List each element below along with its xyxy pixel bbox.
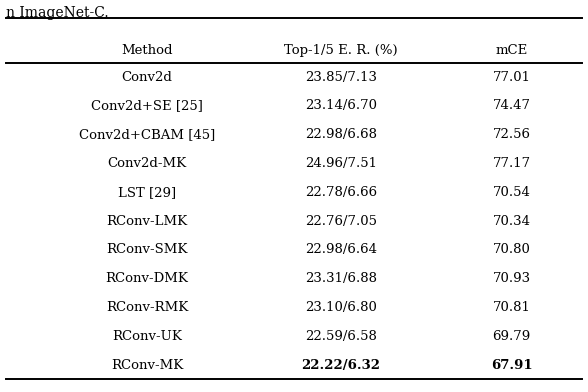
Text: Conv2d: Conv2d (122, 71, 172, 83)
Text: 22.76/7.05: 22.76/7.05 (305, 214, 377, 228)
Text: 70.81: 70.81 (493, 301, 530, 314)
Text: 22.22/6.32: 22.22/6.32 (302, 359, 380, 372)
Text: 22.98/6.68: 22.98/6.68 (305, 128, 377, 141)
Text: 23.31/6.88: 23.31/6.88 (305, 272, 377, 285)
Text: 22.78/6.66: 22.78/6.66 (305, 186, 377, 199)
Text: 24.96/7.51: 24.96/7.51 (305, 157, 377, 170)
Text: 70.34: 70.34 (493, 214, 530, 228)
Text: Conv2d-MK: Conv2d-MK (108, 157, 186, 170)
Text: 23.10/6.80: 23.10/6.80 (305, 301, 377, 314)
Text: 70.80: 70.80 (493, 243, 530, 256)
Text: mCE: mCE (496, 44, 527, 57)
Text: RConv-SMK: RConv-SMK (106, 243, 188, 256)
Text: 74.47: 74.47 (493, 100, 530, 113)
Text: 69.79: 69.79 (492, 330, 531, 343)
Text: 23.14/6.70: 23.14/6.70 (305, 100, 377, 113)
Text: 77.17: 77.17 (493, 157, 530, 170)
Text: RConv-MK: RConv-MK (111, 359, 183, 372)
Text: 77.01: 77.01 (493, 71, 530, 83)
Text: 72.56: 72.56 (493, 128, 530, 141)
Text: 23.85/7.13: 23.85/7.13 (305, 71, 377, 83)
Text: Conv2d+SE [25]: Conv2d+SE [25] (91, 100, 203, 113)
Text: Conv2d+CBAM [45]: Conv2d+CBAM [45] (79, 128, 215, 141)
Text: LST [29]: LST [29] (118, 186, 176, 199)
Text: n ImageNet-C.: n ImageNet-C. (6, 6, 109, 20)
Text: RConv-LMK: RConv-LMK (106, 214, 188, 228)
Text: 67.91: 67.91 (491, 359, 532, 372)
Text: Top-1/5 E. R. (%): Top-1/5 E. R. (%) (284, 44, 398, 57)
Text: 70.54: 70.54 (493, 186, 530, 199)
Text: RConv-DMK: RConv-DMK (106, 272, 188, 285)
Text: RConv-RMK: RConv-RMK (106, 301, 188, 314)
Text: RConv-UK: RConv-UK (112, 330, 182, 343)
Text: 22.59/6.58: 22.59/6.58 (305, 330, 377, 343)
Text: 70.93: 70.93 (493, 272, 530, 285)
Text: 22.98/6.64: 22.98/6.64 (305, 243, 377, 256)
Text: Method: Method (121, 44, 173, 57)
